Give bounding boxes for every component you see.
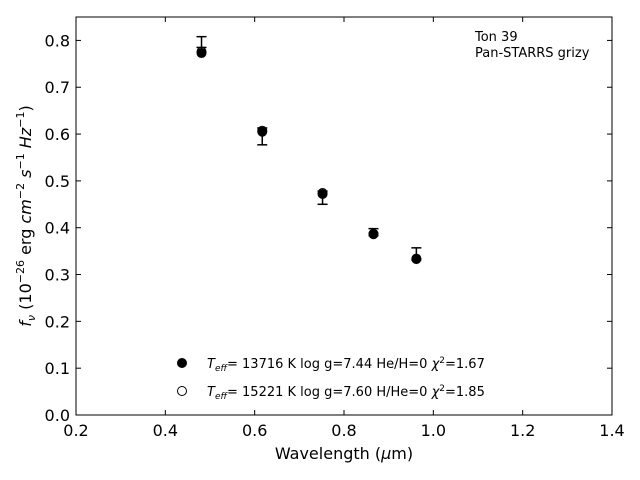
model-point-open	[196, 46, 207, 57]
y-tick-label: 0.2	[45, 312, 70, 331]
y-axis-label: fν (10−26 erg cm−2 s−1 Hz−1)	[14, 105, 38, 326]
model-point-open	[317, 188, 328, 199]
legend-entry-1: Teff= 13716 K log g=7.44 He/H=0 χ2=1.67	[207, 356, 485, 374]
annotation-line-2: Pan-STARRS grizy	[475, 46, 590, 61]
y-tick-label: 0.4	[45, 219, 70, 238]
legend-marker-filled	[177, 358, 187, 368]
x-tick-label: 1.4	[599, 421, 624, 440]
legend-entry-2: Teff= 15221 K log g=7.60 H/He=0 χ2=1.85	[207, 384, 485, 402]
x-axis-label: Wavelength (μm)	[275, 444, 413, 463]
model-point-open	[257, 125, 268, 136]
x-tick-label: 0.6	[242, 421, 267, 440]
y-tick-label: 0.7	[45, 78, 70, 97]
x-tick-label: 0.4	[153, 421, 178, 440]
axis-ticks: 0.2 0.4 0.6 0.8 1.0 1.2 1.4 0.0 0.1 0.2 0.3 0.4 0.5 0…	[45, 17, 625, 440]
y-tick-label: 0.3	[45, 266, 70, 285]
x-tick-label: 1.2	[510, 421, 535, 440]
model-point-open	[411, 253, 422, 264]
y-tick-label: 0.0	[45, 406, 70, 425]
y-tick-label: 0.1	[45, 359, 70, 378]
legend-marker-open	[177, 386, 187, 396]
annotation-line-1: Ton 39	[474, 30, 518, 45]
y-tick-label: 0.6	[45, 125, 70, 144]
y-tick-label: 0.8	[45, 31, 70, 50]
data-points	[196, 46, 422, 265]
legend: Teff= 13716 K log g=7.44 He/H=0 χ2=1.67 …	[177, 356, 485, 402]
plot-frame	[75, 16, 613, 416]
x-tick-label: 0.8	[331, 421, 356, 440]
y-tick-label: 0.5	[45, 172, 70, 191]
error-bars	[196, 35, 422, 261]
x-tick-label: 0.2	[63, 421, 88, 440]
model-point-open	[368, 228, 379, 239]
x-tick-label: 1.0	[421, 421, 446, 440]
